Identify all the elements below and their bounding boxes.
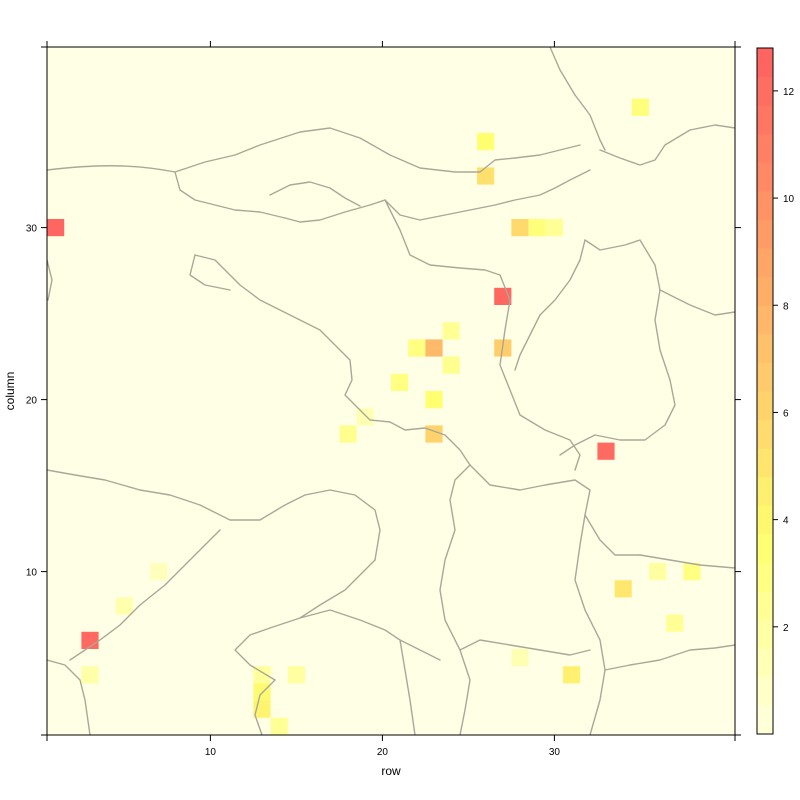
y-tick-label: 10 [26,568,38,579]
y-tick-label: 20 [26,396,38,407]
colorbar-band [757,391,773,421]
y-tick-label: 30 [26,224,38,235]
heatmap-cell [614,580,632,598]
colorbar-tick-label: 6 [783,408,789,419]
colorbar-band [757,619,773,649]
heatmap-cell [442,322,460,340]
heatmap-cell [683,563,701,581]
heatmap-cell [287,666,305,684]
colorbar-band [757,190,773,220]
plot-frame [46,46,736,736]
heatmap-cell [339,425,357,443]
colorbar-band [757,76,773,106]
heatmap-cell [408,339,426,357]
colorbar-frame [756,47,774,735]
y-axis-title: column [3,372,17,411]
heatmap-cell [356,408,374,426]
heatmap-cell [477,167,495,185]
colorbar-band [757,476,773,506]
colorbar-band [757,591,773,621]
heatmap-cell [631,98,649,116]
colorbar-band [757,562,773,592]
colorbar-band [757,48,773,78]
heatmap-cell [425,391,443,409]
x-axis-title: row [381,764,401,778]
colorbar-tick-label: 8 [783,301,789,312]
colorbar-tick-label: 2 [783,623,789,634]
heatmap-cell [545,219,563,237]
colorbar-band [757,248,773,278]
heatmap-cell [442,356,460,374]
colorbar-band [757,362,773,392]
heatmap-cell [391,373,409,391]
heatmap-cell [425,425,443,443]
heatmap-cell [597,442,615,460]
colorbar-tick-label: 10 [783,194,795,205]
colorbar-band [757,219,773,249]
colorbar-band [757,105,773,135]
colorbar-band [757,648,773,678]
colorbar-band [757,419,773,449]
colorbar-band [757,133,773,163]
heatmap-cell [47,219,65,237]
x-tick-label: 20 [377,747,389,758]
heatmap-cell [666,614,684,632]
heatmap-cell [511,219,529,237]
colorbar-band [757,305,773,335]
heatmap-cell [528,219,546,237]
heatmap-cell [425,339,443,357]
colorbar-band [757,276,773,306]
colorbar-band [757,505,773,535]
heatmap-cell [115,597,133,615]
colorbar-band [757,333,773,363]
axis-ticks: 10 20 30 10 20 30 [26,41,741,758]
heatmap-cell [81,666,99,684]
heatmap-cell [477,133,495,151]
colorbar-band [757,533,773,563]
map-outline [47,47,735,735]
heatmap-cell [150,563,168,581]
heatmap-cell [253,666,271,684]
heatmap-cell [253,683,271,701]
x-tick-label: 30 [549,747,561,758]
heatmap-cell [511,649,529,667]
colorbar-band [757,705,773,735]
colorbar-tick-label: 4 [783,516,789,527]
colorbar-band [757,676,773,706]
colorbar-band [757,448,773,478]
x-tick-label: 10 [205,747,217,758]
heatmap-cell [649,563,667,581]
colorbar-band [757,162,773,192]
heatmap-cell [81,631,99,649]
colorbar: 2 4 6 8 10 12 [756,47,795,735]
heatmap-cell [270,717,288,735]
colorbar-tick-label: 12 [783,87,795,98]
heatmap-cell [563,666,581,684]
